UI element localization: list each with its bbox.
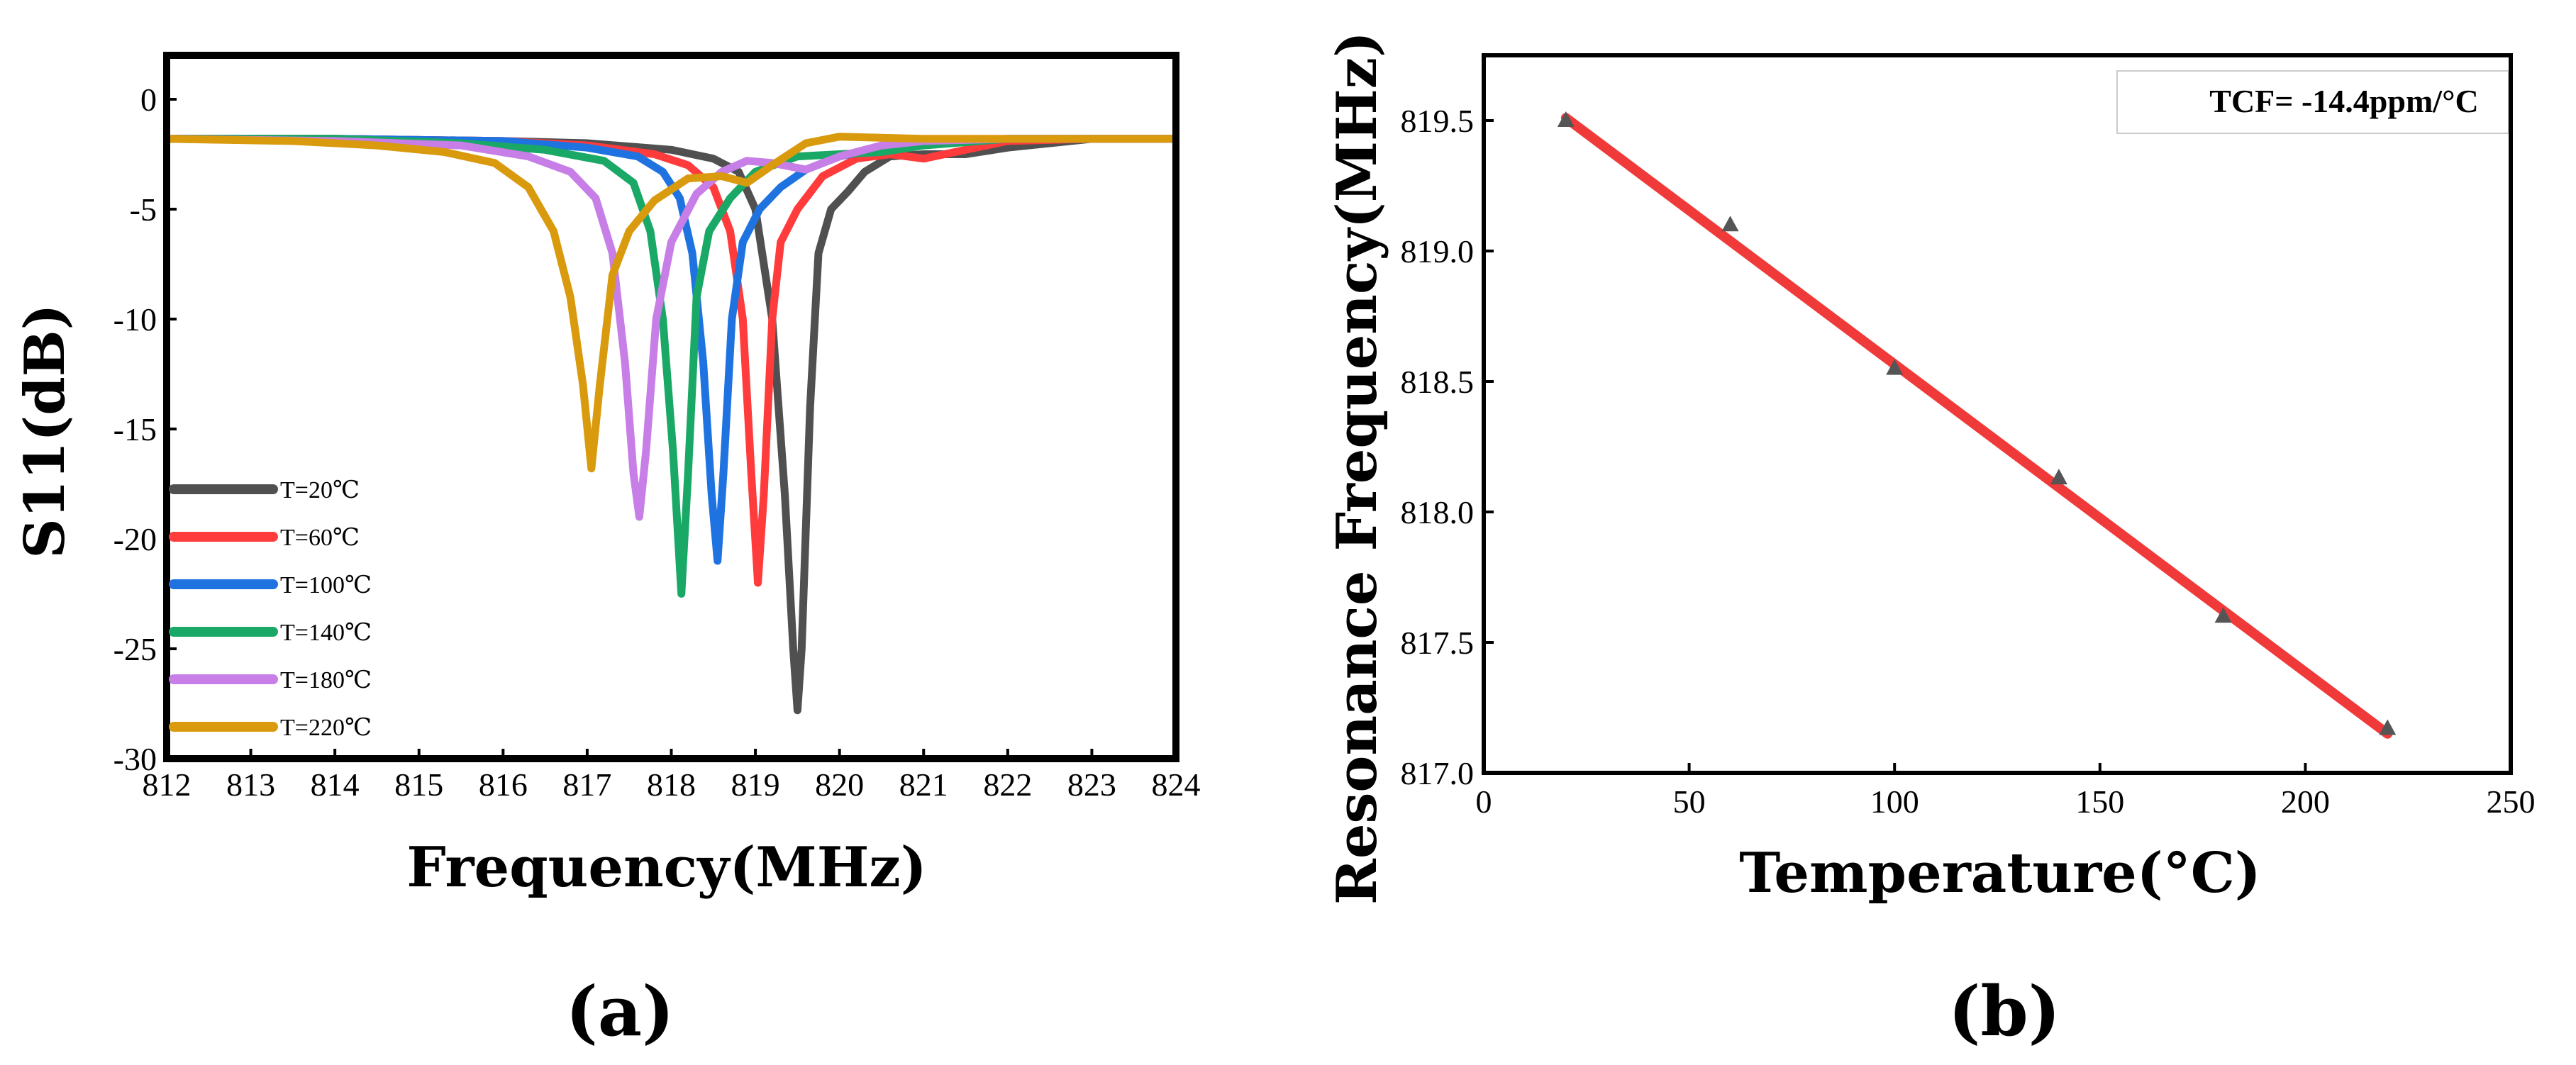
x-tick-label: 822	[983, 766, 1032, 803]
y-tick-label: -5	[130, 191, 157, 228]
x-tick-label: 817	[562, 766, 611, 803]
y-tick-label: 818.0	[1401, 494, 1475, 530]
data-point	[1886, 359, 1904, 375]
x-tick-label: 819	[731, 766, 780, 803]
legend-label-2: T=60℃	[280, 525, 360, 551]
y-tick-label: -25	[113, 631, 157, 667]
legend-label-5: T=180℃	[280, 667, 372, 693]
panel-a-series-group	[167, 133, 1176, 715]
legend-label-4: T=140℃	[280, 620, 372, 646]
x-tick-label: 0	[1476, 784, 1492, 820]
x-tick-label: 815	[394, 766, 443, 803]
annotation-box	[2116, 70, 2509, 134]
data-point	[1557, 111, 1575, 127]
y-tick-label: 817.5	[1401, 625, 1475, 661]
y-tick-label: 0	[140, 82, 157, 118]
panel-b-y-axis-title: Resonance Frequency(MHz)	[1325, 31, 1389, 905]
x-tick-label: 813	[226, 766, 275, 803]
x-tick-label: 816	[479, 766, 528, 803]
y-tick-label: 819.0	[1401, 233, 1475, 269]
data-point	[2050, 469, 2067, 485]
y-tick-label: -10	[113, 301, 157, 338]
series-line-2	[167, 135, 1176, 587]
panel-b-x-axis-title: Temperature(°C)	[1739, 841, 2260, 905]
series-line-4	[167, 135, 1176, 598]
x-tick-label: 50	[1673, 784, 1706, 820]
data-point	[1721, 216, 1739, 232]
panel-a-chart: 812 813 814 815 816 817 818 819 820 821 822 823 824 0…	[113, 52, 1201, 803]
x-tick-label: 100	[1870, 784, 1919, 820]
y-tick-label: -30	[113, 741, 157, 777]
y-tick-label: 819.5	[1401, 103, 1475, 139]
panel-b-tcf-annotation: TCF= -14.4ppm/°C	[2209, 83, 2478, 119]
x-tick-label: 824	[1152, 766, 1201, 803]
panel-a-label: (a)	[565, 971, 674, 1052]
panel-a-legend: T=20℃ T=60℃ T=100℃ T=140℃ T=180℃ T=220℃	[169, 477, 372, 741]
legend-label-6: T=220℃	[280, 715, 372, 741]
x-tick-label: 150	[2075, 784, 2124, 820]
x-tick-label: 818	[647, 766, 696, 803]
x-tick-label: 820	[815, 766, 864, 803]
panel-b-chart: 0 50 100 150 200 250 817.0 817.5 818.0 818.5 819.0…	[1401, 53, 2536, 820]
y-tick-label: -20	[113, 521, 157, 557]
y-tick-label: 818.5	[1401, 364, 1475, 400]
legend-label-3: T=100℃	[280, 572, 372, 598]
legend-label-1: T=20℃	[280, 477, 360, 503]
x-tick-label: 821	[899, 766, 948, 803]
x-tick-label: 250	[2487, 784, 2536, 820]
x-tick-label: 812	[143, 766, 191, 803]
y-tick-label: 817.0	[1401, 755, 1475, 791]
y-tick-label: -15	[113, 411, 157, 447]
series-line-6	[167, 133, 1176, 473]
x-tick-label: 814	[311, 766, 360, 803]
fit-line	[1560, 113, 2393, 739]
data-point	[2379, 719, 2397, 735]
x-tick-label: 200	[2281, 784, 2330, 820]
series-line-5	[167, 135, 1176, 521]
panel-a-y-axis-title: S11(dB)	[13, 303, 77, 558]
panel-a-x-axis-title: Frequency(MHz)	[406, 835, 926, 900]
x-tick-label: 823	[1067, 766, 1116, 803]
panel-b-label: (b)	[1948, 971, 2060, 1052]
data-point	[2214, 607, 2232, 623]
panel-b-frame	[1482, 53, 2513, 775]
